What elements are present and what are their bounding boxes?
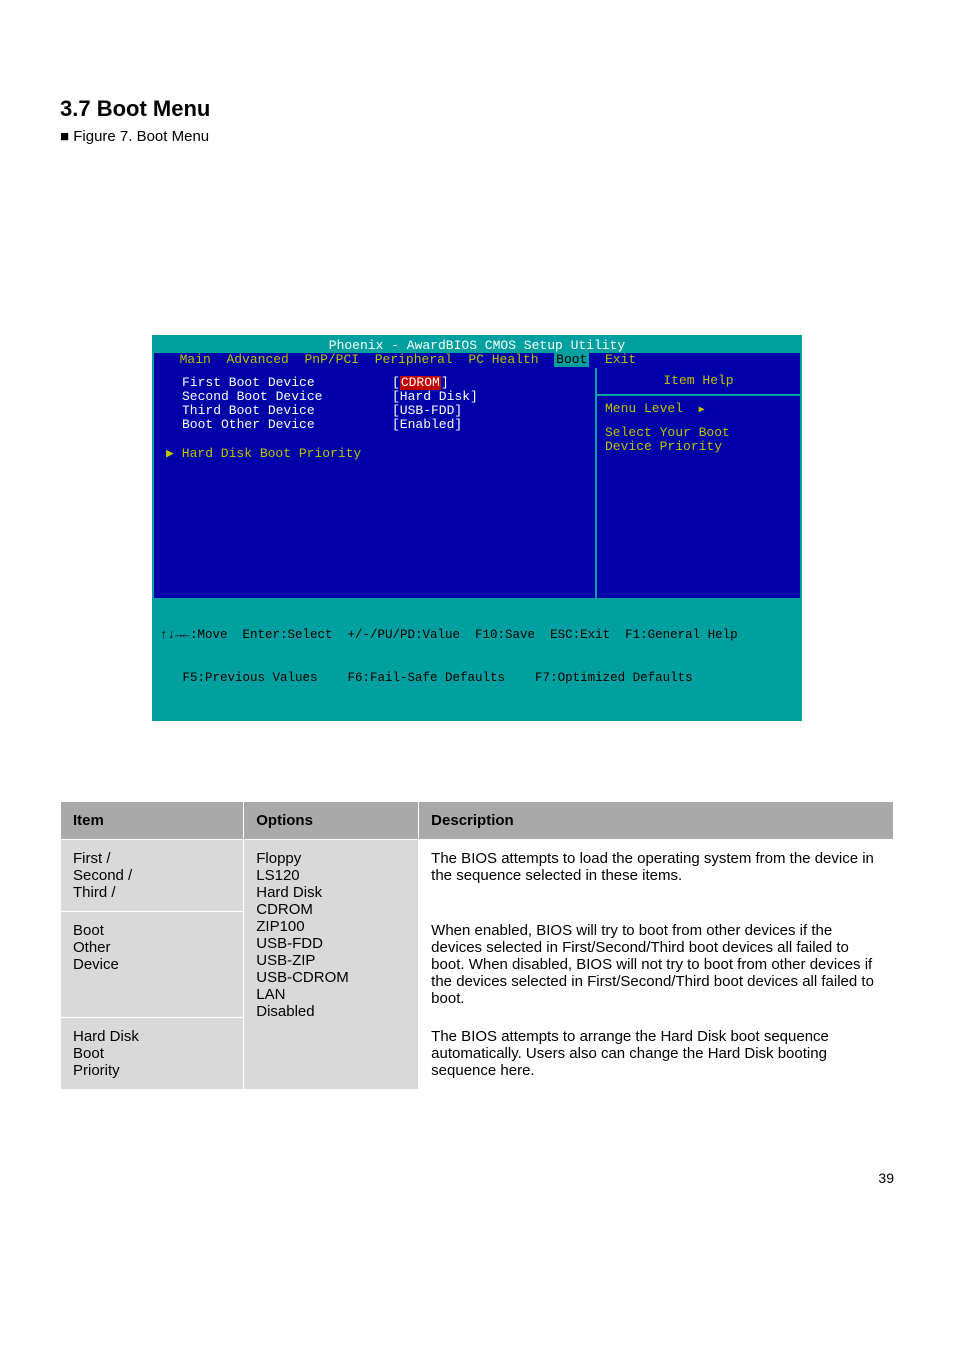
bios-setting-row[interactable]: Third Boot Device[USB-FDD] <box>182 404 585 418</box>
bios-setting-label: Second Boot Device <box>182 390 392 404</box>
bios-menu-tab[interactable]: Peripheral <box>375 352 453 367</box>
table-header-row: Item Options Description <box>61 801 894 839</box>
bios-footer: ↑↓→←:Move Enter:Select +/-/PU/PD:Value F… <box>154 598 800 719</box>
bios-setting-label: First Boot Device <box>182 376 392 390</box>
options-table: Item Options Description First /Second /… <box>60 801 894 1090</box>
table-header-options: Options <box>244 801 419 839</box>
bios-setting-value: [USB-FDD] <box>392 404 462 418</box>
bios-menu-bar: Main Advanced PnP/PCI Peripheral PC Heal… <box>154 353 800 367</box>
bios-menu-tab-active[interactable]: Boot <box>554 352 589 367</box>
bios-menu-tab[interactable]: PC Health <box>468 352 538 367</box>
table-cell-item: BootOtherDevice <box>61 911 244 1017</box>
bios-settings-panel: First Boot Device[CDROM]Second Boot Devi… <box>154 368 595 598</box>
section-title: 3.7 Boot Menu <box>60 96 894 122</box>
bios-help-menu-level: Menu Level ▶ <box>605 402 792 416</box>
table-cell-description: The BIOS attempts to load the operating … <box>419 839 894 911</box>
bios-setting-value: [Hard Disk] <box>392 390 478 404</box>
bios-menu-tab[interactable]: PnP/PCI <box>304 352 359 367</box>
table-header-description: Description <box>419 801 894 839</box>
table-row: Hard DiskBootPriority The BIOS attempts t… <box>61 1017 894 1089</box>
bios-setting-value: [Enabled] <box>392 418 462 432</box>
table-cell-description: When enabled, BIOS will try to boot from… <box>419 911 894 1017</box>
page-number: 39 <box>60 1170 894 1186</box>
bios-setting-value: CDROM <box>400 376 441 390</box>
table-row: First /Second /Third /FloppyLS120Hard Di… <box>61 839 894 911</box>
table-cell-item: First /Second /Third / <box>61 839 244 911</box>
bios-menu-tab[interactable]: Advanced <box>226 352 288 367</box>
table-cell-options: FloppyLS120Hard DiskCDROMZIP100USB-FDDUS… <box>244 839 419 1089</box>
bios-help-panel: Item Help Menu Level ▶ Select Your Boot … <box>595 368 800 598</box>
bios-setting-label: Third Boot Device <box>182 404 392 418</box>
table-header-item: Item <box>61 801 244 839</box>
bios-title-bar: Phoenix - AwardBIOS CMOS Setup Utility <box>154 337 800 353</box>
table-cell-description: The BIOS attempts to arrange the Hard Di… <box>419 1017 894 1089</box>
bios-footer-line: F5:Previous Values F6:Fail-Safe Defaults… <box>160 671 794 685</box>
bios-screen: Phoenix - AwardBIOS CMOS Setup Utility M… <box>152 335 802 721</box>
bios-help-text: Device Priority <box>605 440 792 454</box>
bios-footer-line: ↑↓→←:Move Enter:Select +/-/PU/PD:Value F… <box>160 628 794 642</box>
triangle-right-icon: ▶ <box>699 405 705 416</box>
bios-setting-label: Boot Other Device <box>182 418 392 432</box>
bios-menu-tab[interactable]: Main <box>180 352 211 367</box>
bios-help-title: Item Help <box>597 368 800 396</box>
table-cell-item: Hard DiskBootPriority <box>61 1017 244 1089</box>
bios-setting-row[interactable]: Boot Other Device[Enabled] <box>182 418 585 432</box>
bios-setting-row[interactable]: Second Boot Device[Hard Disk] <box>182 390 585 404</box>
table-row: BootOtherDevice When enabled, BIOS will t… <box>61 911 894 1017</box>
bios-submenu-item[interactable]: ▶ Hard Disk Boot Priority <box>182 447 585 461</box>
bios-help-text: Select Your Boot <box>605 426 792 440</box>
bios-setting-row[interactable]: First Boot Device[CDROM] <box>182 376 585 390</box>
bios-menu-tab[interactable]: Exit <box>605 352 636 367</box>
section-subtitle: ■ Figure 7. Boot Menu <box>60 128 894 145</box>
